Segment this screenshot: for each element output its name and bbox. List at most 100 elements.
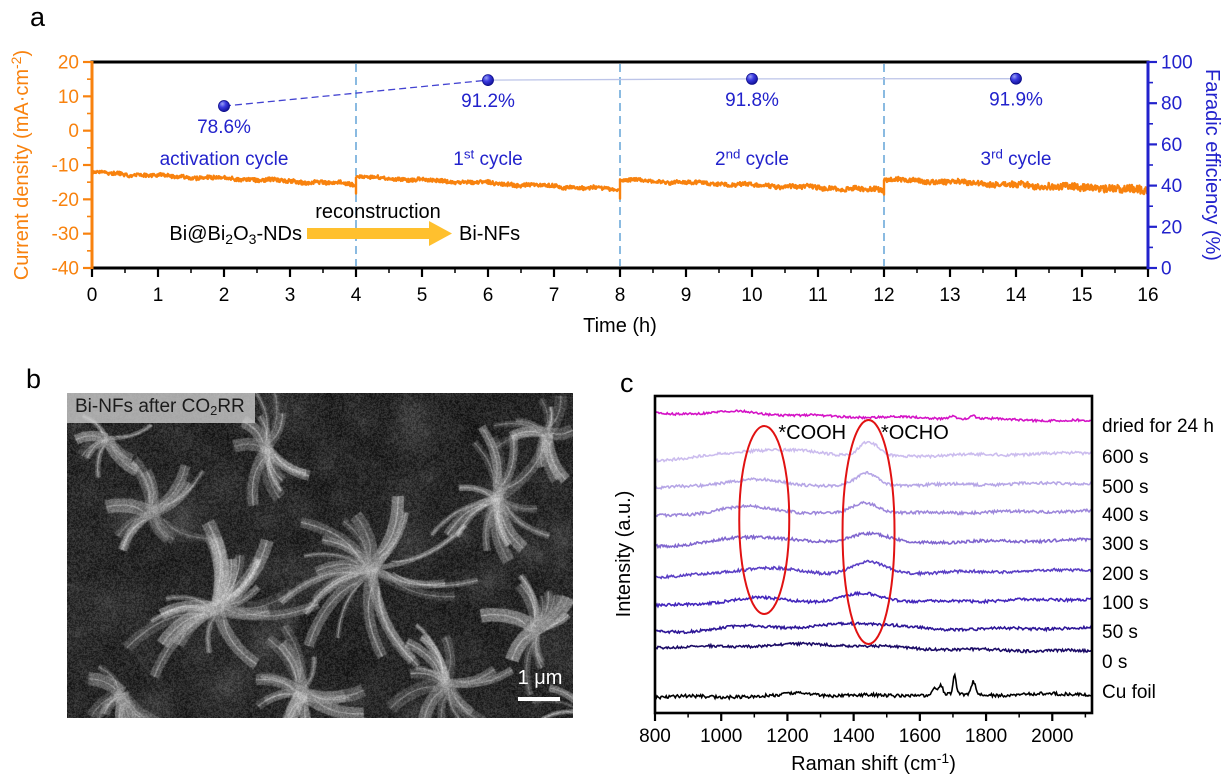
scale-bar — [518, 697, 560, 701]
x-tick-label: 4 — [351, 285, 362, 306]
text-run: -1 — [937, 750, 950, 766]
raman-trace — [654, 559, 1093, 580]
x-tick-label: 1800 — [965, 726, 1007, 747]
reconstruction-arrow — [307, 221, 452, 246]
left-tick-label: -20 — [52, 190, 79, 211]
fe-value-label: 91.2% — [461, 91, 515, 112]
annotation-bi-nfs: Bi-NFs — [459, 223, 520, 245]
sem-image-label: Bi-NFs after CO2RR — [67, 393, 255, 424]
x-tick-label: 7 — [549, 285, 560, 306]
raman-trace — [655, 530, 1093, 550]
right-tick-label: 80 — [1161, 94, 1182, 115]
trace-label: 200 s — [1102, 564, 1148, 585]
sem-panel: Bi-NFs after CO2RR 1 μm — [67, 393, 573, 718]
text-run: cycle — [740, 149, 789, 170]
right-tick-label: 100 — [1161, 53, 1193, 74]
text-run: nd — [726, 147, 741, 162]
cycle-label: 3rd cycle — [981, 147, 1052, 171]
annotation-bi-nds: Bi@Bi2O3-NDs — [169, 223, 302, 247]
left-tick-label: -10 — [52, 156, 79, 177]
trace-label: 500 s — [1102, 477, 1148, 498]
sem-image-label-text: Bi-NFs after CO2RR — [75, 396, 245, 419]
peak-highlight-ellipse — [738, 425, 791, 615]
y-axis-title: Intensity (a.u.) — [613, 491, 635, 618]
fe-data-point — [746, 72, 758, 85]
trace-label: 400 s — [1102, 505, 1148, 526]
text-run: 3 — [249, 231, 257, 247]
text-run: O — [233, 223, 249, 245]
plot-border — [653, 394, 1094, 715]
x-tick-label: 15 — [1071, 285, 1092, 306]
text-run: cycle — [474, 149, 523, 170]
x-tick-label: 5 — [417, 285, 428, 306]
x-tick-label: 9 — [681, 285, 692, 306]
right-tick-label: 40 — [1161, 176, 1182, 197]
text-run: -NDs — [256, 223, 302, 245]
text-run: st — [464, 147, 475, 162]
right-tick-label: 20 — [1161, 217, 1182, 238]
x-tick-label: 16 — [1137, 285, 1158, 306]
x-axis-title: Raman shift (cm-1) — [791, 750, 956, 775]
x-axis-title: Time (h) — [583, 315, 657, 337]
fe-data-point — [1010, 72, 1022, 85]
x-tick-label: 11 — [808, 285, 828, 306]
x-tick-label: 1400 — [832, 726, 874, 747]
x-tick-label: 14 — [1005, 285, 1027, 306]
panel-a-label: a — [30, 2, 46, 32]
raman-trace — [654, 409, 1093, 424]
fe-value-label: 91.8% — [725, 90, 779, 111]
raman-trace — [654, 590, 1093, 609]
raman-trace — [654, 440, 1093, 463]
scale-bar-label: 1 μm — [517, 667, 563, 689]
sem-image — [67, 393, 573, 718]
text-run: Raman shift (cm — [791, 753, 937, 775]
text-run: 2 — [210, 403, 218, 419]
text-run: -2 — [8, 56, 24, 69]
annotation-reconstruction: reconstruction — [315, 201, 441, 223]
cycle-label: 1st cycle — [453, 147, 523, 171]
trace-label: 50 s — [1102, 622, 1138, 643]
raman-trace — [654, 620, 1093, 635]
text-run: 1 — [453, 149, 464, 170]
x-tick-label: 10 — [741, 285, 762, 306]
text-run: Current density (mA·cm — [11, 69, 33, 280]
x-tick-label: 0 — [87, 285, 98, 306]
raman-trace — [654, 641, 1093, 655]
text-run: 3 — [981, 149, 992, 170]
fe-value-label: 78.6% — [197, 117, 251, 138]
x-tick-label: 1600 — [899, 726, 941, 747]
fe-data-point — [218, 100, 230, 112]
text-run: cycle — [1003, 149, 1052, 170]
panel-c-label: c — [620, 368, 634, 398]
trace-label: 600 s — [1102, 447, 1148, 468]
left-tick-label: 10 — [58, 87, 79, 108]
x-tick-label: 8 — [615, 285, 626, 306]
x-tick-label: 12 — [873, 285, 894, 306]
cycle-label: 2nd cycle — [715, 147, 789, 171]
current-density-trace — [91, 169, 1150, 200]
raman-trace — [654, 470, 1093, 491]
fe-data-point — [482, 74, 494, 87]
x-tick-label: 1 — [153, 285, 164, 306]
cycle-label: activation cycle — [160, 149, 289, 170]
text-run: rd — [991, 147, 1003, 162]
x-tick-label: 13 — [939, 285, 960, 306]
text-run: 2 — [715, 149, 726, 170]
peak-annotation: *COOH — [778, 422, 846, 444]
right-axis-title: Faradic efficiency (%) — [1201, 69, 1223, 261]
left-tick-label: -30 — [52, 224, 79, 245]
text-run: RR — [217, 396, 245, 417]
right-tick-label: 0 — [1161, 259, 1172, 280]
text-run: Bi@Bi — [169, 223, 225, 245]
peak-highlight-ellipse — [841, 419, 896, 645]
trace-label: 0 s — [1102, 652, 1127, 673]
right-tick-label: 60 — [1161, 135, 1182, 156]
fe-connector-line — [223, 79, 489, 107]
peak-annotation: *OCHO — [881, 422, 949, 444]
raman-trace — [654, 672, 1093, 701]
trace-label: 300 s — [1102, 534, 1148, 555]
text-run: activation cycle — [160, 149, 289, 170]
text-run: 2 — [225, 231, 233, 247]
x-tick-label: 3 — [285, 285, 296, 306]
